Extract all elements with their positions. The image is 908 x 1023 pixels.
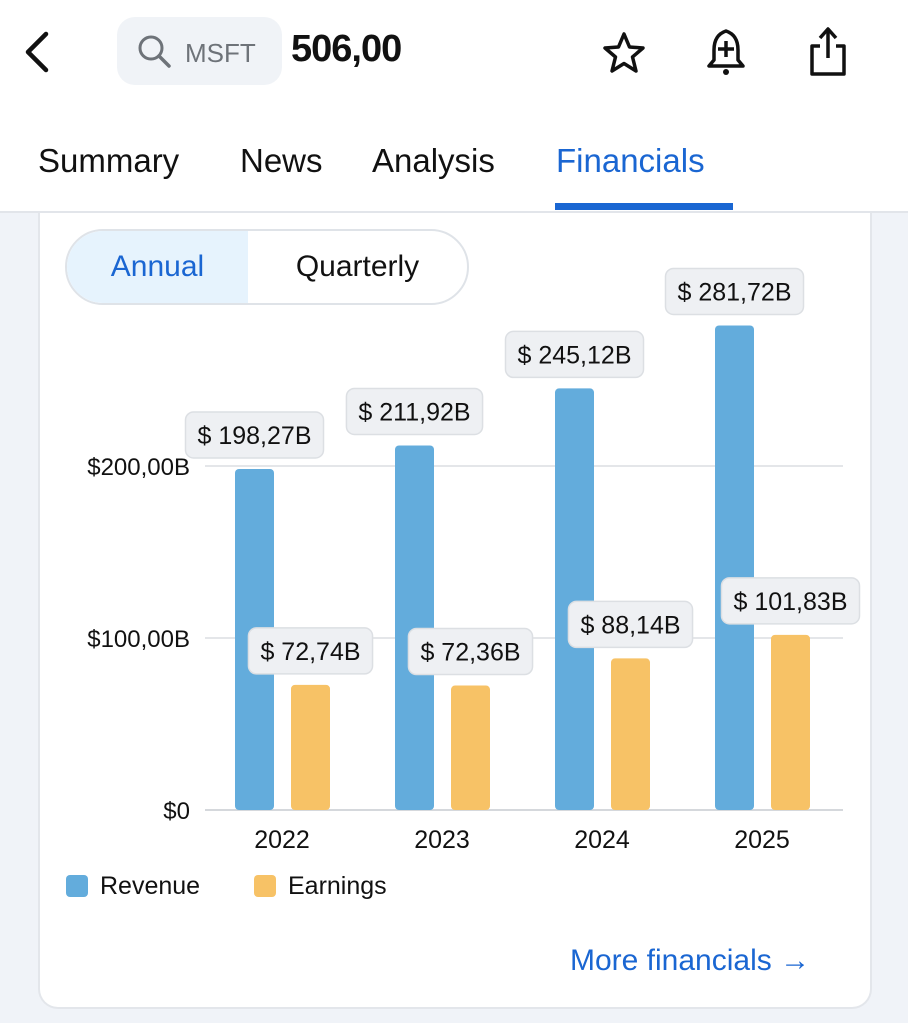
data-label: $ 101,83B — [720, 577, 861, 625]
share-icon[interactable] — [803, 26, 853, 80]
revenue-bar — [715, 325, 754, 810]
data-label-text: $ 198,27B — [198, 422, 312, 450]
x-tick-label: 2023 — [414, 826, 470, 854]
data-label: $ 72,36B — [407, 627, 534, 676]
stock-price: 506,00 — [291, 28, 402, 70]
ticker-symbol: MSFT — [185, 38, 256, 68]
earnings-bar — [291, 684, 330, 810]
earnings-bar — [771, 634, 810, 810]
y-tick-label: $200,00B — [87, 454, 190, 481]
data-label-bubble — [504, 330, 645, 379]
legend-label: Earnings — [288, 872, 387, 900]
earnings-bar — [611, 658, 650, 810]
data-label-text: $ 72,74B — [260, 638, 360, 666]
data-label-bubble — [407, 627, 534, 676]
earnings-bar — [451, 685, 490, 810]
tab-analysis[interactable]: Analysis — [372, 142, 495, 179]
data-label: $ 281,72B — [664, 267, 805, 316]
tab-news[interactable]: News — [240, 142, 323, 179]
data-label-text: $ 88,14B — [580, 611, 680, 639]
y-tick-label: $100,00B — [87, 626, 190, 653]
legend-revenue: Revenue — [66, 872, 200, 901]
active-tab-indicator — [555, 203, 733, 210]
revenue-bar — [555, 388, 594, 810]
data-label-text: $ 245,12B — [518, 341, 632, 369]
search-icon — [138, 35, 171, 68]
revenue-swatch — [66, 875, 88, 897]
annual-button[interactable]: Annual — [67, 231, 248, 303]
data-label-bubble — [345, 387, 484, 436]
back-chevron-icon[interactable] — [18, 28, 58, 76]
data-label: $ 72,74B — [247, 627, 374, 675]
legend-label: Revenue — [100, 872, 201, 900]
data-label-bubble — [720, 577, 861, 625]
data-label: $ 245,12B — [504, 330, 645, 379]
tab-summary[interactable]: Summary — [38, 142, 180, 179]
y-tick-label: $0 — [163, 798, 190, 825]
legend-earnings: Earnings — [254, 872, 387, 901]
more-financials-link[interactable]: More financials → — [570, 944, 811, 977]
add-alert-bell-icon[interactable] — [701, 26, 751, 80]
star-icon[interactable] — [599, 26, 649, 80]
search-field[interactable]: MSFT — [117, 17, 282, 85]
data-label-bubble — [247, 627, 374, 675]
data-label-text: $ 211,92B — [358, 398, 470, 426]
data-label-bubble — [664, 267, 805, 316]
data-label: $ 198,27B — [184, 411, 325, 459]
data-label-bubble — [567, 600, 694, 649]
revenue-bar — [395, 445, 434, 810]
tab-financials[interactable]: Financials — [556, 142, 705, 179]
data-label: $ 88,14B — [567, 600, 694, 649]
data-label: $ 211,92B — [345, 387, 484, 436]
x-tick-label: 2024 — [574, 826, 630, 854]
data-label-bubble — [184, 411, 325, 459]
period-toggle: Annual Quarterly — [65, 229, 469, 305]
data-label-text: $ 281,72B — [678, 278, 792, 306]
quarterly-button[interactable]: Quarterly — [295, 250, 420, 283]
x-tick-label: 2022 — [254, 826, 310, 854]
top-bar: MSFT 506,00 Summary News Analysis Financ… — [0, 0, 908, 213]
data-label-text: $ 101,83B — [734, 588, 848, 616]
data-label-text: $ 72,36B — [420, 639, 520, 667]
earnings-swatch — [254, 875, 276, 897]
x-tick-label: 2025 — [734, 826, 790, 854]
